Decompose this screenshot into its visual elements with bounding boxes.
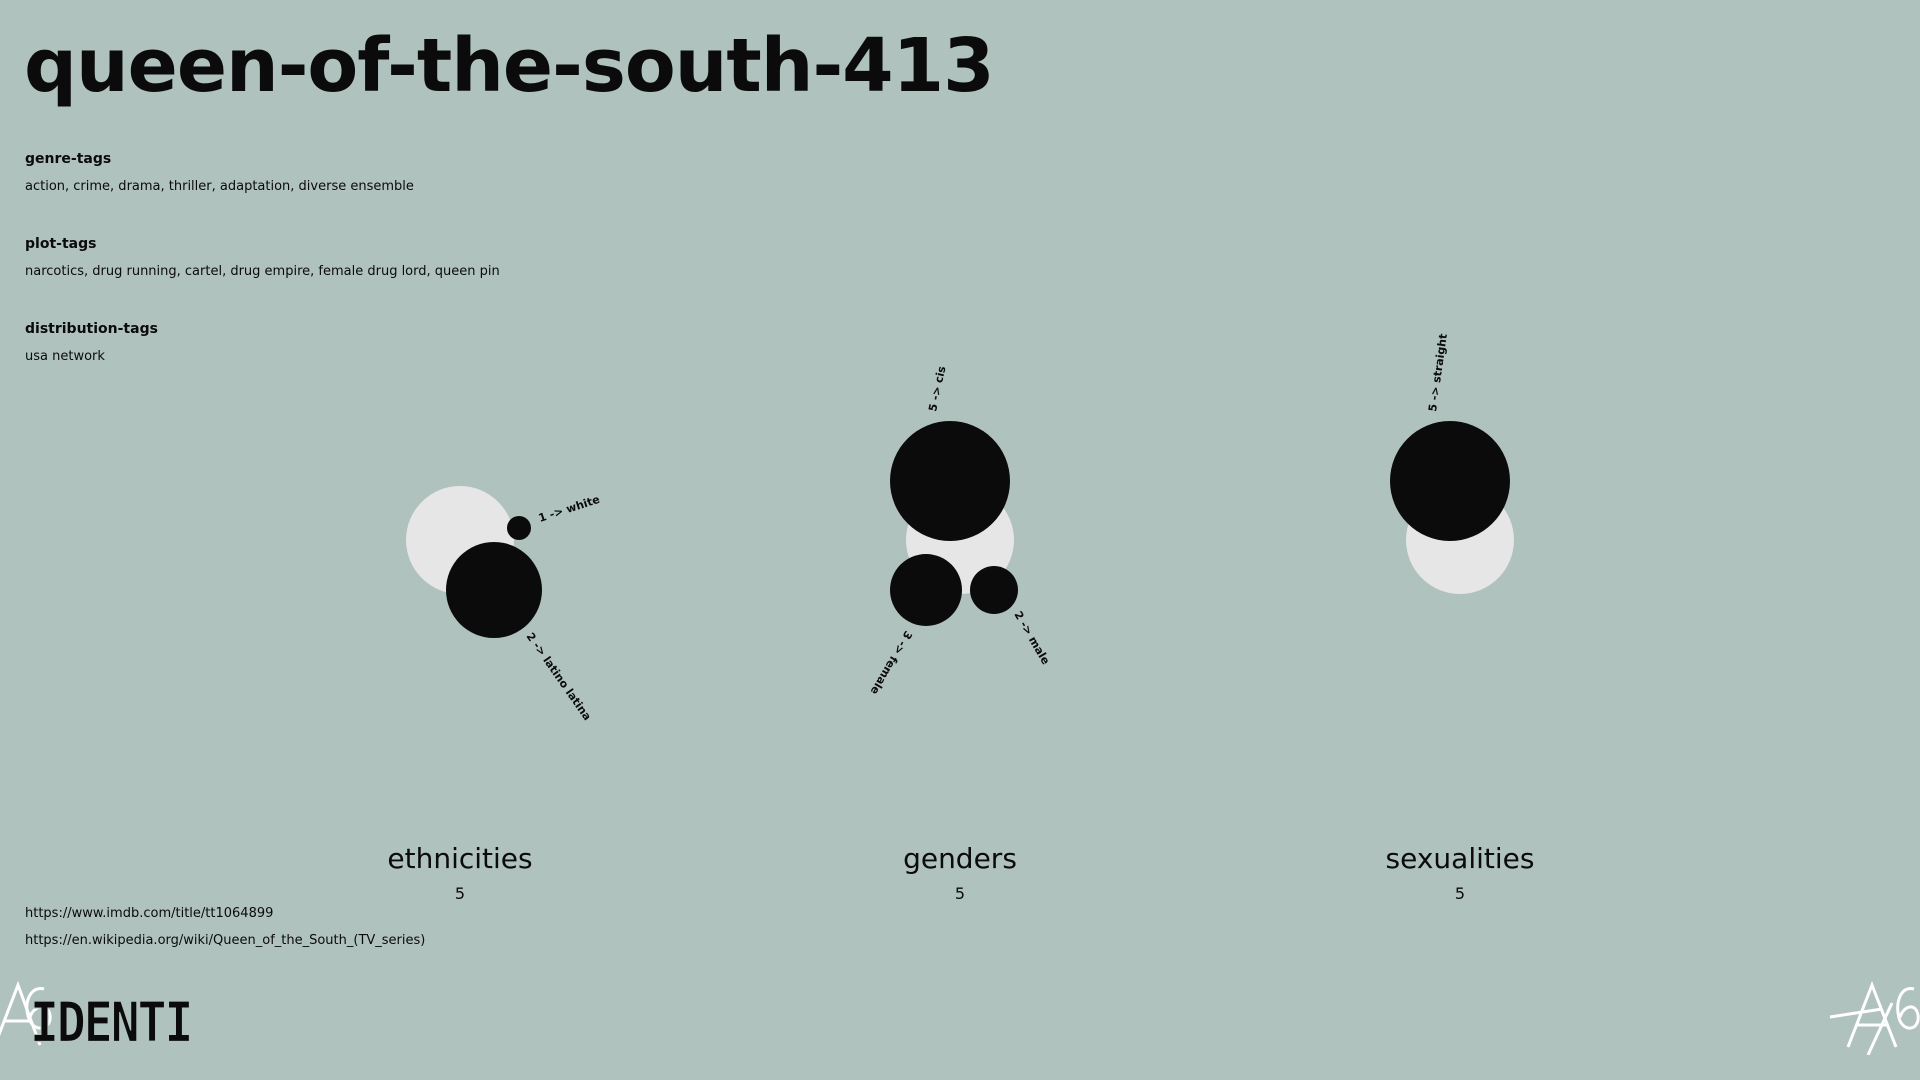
genre-tags-section: genre-tags action, crime, drama, thrille…: [25, 151, 414, 194]
a6-logo-icon-right: [1829, 980, 1920, 1055]
plot-tags-values: narcotics, drug running, cartel, drug em…: [25, 264, 500, 279]
distribution-tags-heading: distribution-tags: [25, 321, 158, 337]
sexualities-chart: 5 -> straight: [1390, 333, 1514, 594]
label-white: 1 -> white: [537, 493, 601, 525]
a6-logo-icon-left: [0, 980, 52, 1046]
plot-tags-section: plot-tags narcotics, drug running, carte…: [25, 236, 500, 279]
bubble-male: [970, 566, 1018, 614]
bubble-female: [890, 554, 962, 626]
ethnicities-chart-title: ethnicities: [387, 842, 533, 875]
imdb-link[interactable]: https://www.imdb.com/title/tt1064899: [25, 906, 274, 921]
label-straight: 5 -> straight: [1426, 333, 1450, 413]
genders-chart-total: 5: [954, 884, 966, 903]
genders-chart: 5 -> cis 3 -> female 2 -> male: [868, 365, 1053, 697]
label-cis: 5 -> cis: [926, 365, 948, 413]
label-latino-text: 2 -> latino latina: [524, 630, 594, 723]
ethnicities-chart-total: 5: [454, 884, 466, 903]
wikipedia-link[interactable]: https://en.wikipedia.org/wiki/Queen_of_t…: [25, 933, 426, 948]
label-latino-latina: 2 -> latino latina: [524, 630, 594, 723]
distribution-tags-section: distribution-tags usa network: [25, 321, 158, 364]
bubble-straight: [1390, 421, 1510, 541]
label-straight-text: 5 -> straight: [1426, 333, 1450, 413]
genders-chart-title: genders: [903, 842, 1017, 875]
label-male-text: 2 -> male: [1011, 609, 1052, 667]
label-white-text: 1 -> white: [537, 493, 601, 525]
bubble-white: [507, 516, 531, 540]
page-title: queen-of-the-south-413: [24, 23, 995, 109]
identi-logo: IDENTI: [29, 990, 193, 1056]
bubble-latino-latina: [446, 542, 542, 638]
label-female-text: 3 -> female: [868, 629, 915, 697]
label-male: 2 -> male: [1011, 609, 1052, 667]
genre-tags-values: action, crime, drama, thriller, adaptati…: [25, 179, 414, 194]
sexualities-chart-total: 5: [1454, 884, 1466, 903]
label-female: 3 -> female: [868, 629, 915, 697]
bubble-cis: [890, 421, 1010, 541]
label-cis-text: 5 -> cis: [926, 365, 948, 413]
ethnicities-chart: 1 -> white 2 -> latino latina: [406, 486, 601, 723]
genre-tags-heading: genre-tags: [25, 151, 112, 167]
sexualities-chart-title: sexualities: [1385, 842, 1535, 875]
distribution-tags-values: usa network: [25, 349, 105, 364]
plot-tags-heading: plot-tags: [25, 236, 97, 252]
external-links: https://www.imdb.com/title/tt1064899 htt…: [25, 906, 425, 960]
